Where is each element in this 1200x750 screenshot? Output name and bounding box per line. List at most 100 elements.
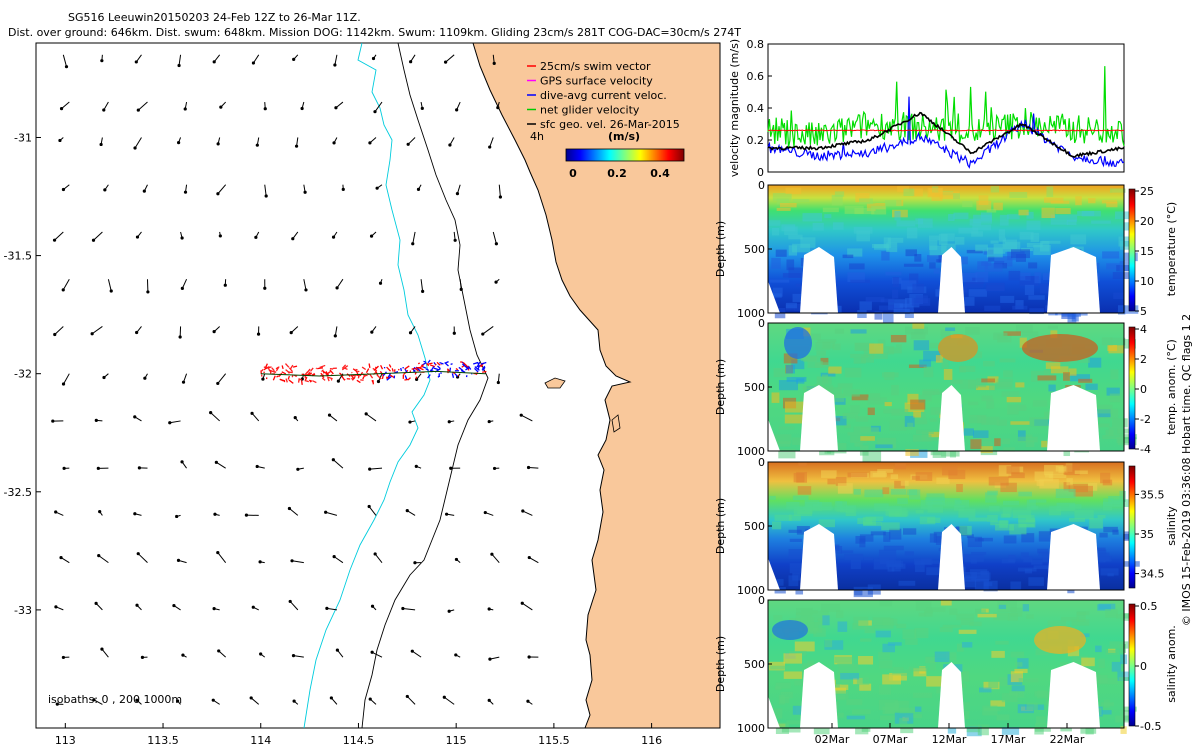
- section-cell: [886, 506, 902, 511]
- section-cell: [975, 271, 989, 283]
- section-cell: [967, 536, 982, 548]
- section-cell: [770, 665, 790, 670]
- section-cell: [987, 514, 998, 522]
- velocity-tick-label: 0: [757, 166, 764, 179]
- section-cell: [1002, 239, 1018, 250]
- section-cell: [902, 629, 917, 640]
- section-cell: [1055, 208, 1071, 215]
- section-cell: [810, 610, 829, 622]
- section-cell: [971, 551, 987, 556]
- current-vector-head: [264, 194, 268, 198]
- track-vector: [350, 374, 355, 380]
- figure-title: SG516 Leeuwin20150203 24-Feb 12Z to 26-M…: [68, 11, 361, 24]
- section-cell: [773, 441, 791, 447]
- section-cell: [1018, 519, 1036, 528]
- section-cell: [906, 227, 918, 239]
- section-cell: [792, 495, 809, 501]
- track-vector: [376, 374, 382, 380]
- current-vector: [445, 54, 455, 63]
- current-vector: [107, 279, 112, 292]
- section-cell: [1019, 337, 1027, 348]
- missing-data-gap: [768, 696, 780, 728]
- section-cell: [939, 627, 953, 633]
- section-cell: [1063, 482, 1071, 491]
- section-cell: [771, 578, 784, 586]
- section-cell: [1001, 727, 1020, 735]
- track-vector: [276, 375, 279, 378]
- section-cell: [776, 198, 789, 205]
- current-vector-head: [300, 106, 304, 111]
- section-cell: [972, 224, 992, 231]
- missing-data-gap: [938, 662, 965, 728]
- track-vector: [312, 380, 317, 384]
- section-cell: [966, 724, 980, 733]
- section-cell: [1078, 378, 1093, 383]
- section-cell: [837, 663, 855, 667]
- section-cell: [835, 684, 849, 690]
- fresh-anomaly: [772, 620, 808, 640]
- current-vector: [91, 326, 103, 335]
- current-vector-head: [447, 420, 451, 424]
- current-vector-head: [61, 187, 66, 192]
- velocity-panel: 0 0.2 0.4 0.6 0.8 velocity magnitude (m/s): [728, 38, 1125, 179]
- velocity-tick-label: 0.2: [747, 134, 765, 147]
- section-cell: [1015, 300, 1024, 310]
- section-cell: [796, 378, 805, 384]
- section-cell: [1044, 465, 1064, 476]
- section-cell: [890, 334, 907, 343]
- current-vector: [178, 54, 182, 66]
- depth-tick-label: 500: [744, 520, 765, 533]
- section-cell: [1030, 232, 1040, 243]
- section-cell: [1075, 196, 1082, 206]
- section-cell: [884, 371, 895, 381]
- section-cell: [1123, 222, 1131, 231]
- current-vector-head: [62, 466, 66, 470]
- current-vector-head: [409, 60, 413, 64]
- current-vector-head: [209, 411, 213, 415]
- section-cell: [785, 187, 802, 195]
- section-cell: [981, 378, 996, 383]
- current-vector-head: [255, 143, 259, 147]
- current-vector: [264, 184, 267, 197]
- track-vector: [388, 364, 392, 368]
- section-cell: [907, 489, 918, 496]
- current-vector-head: [304, 288, 308, 292]
- section-cell: [1066, 219, 1077, 226]
- section-cell: [769, 279, 790, 283]
- section-cell: [781, 727, 801, 733]
- section-cell: [899, 718, 908, 725]
- current-vector: [293, 655, 304, 658]
- current-vector-head: [211, 698, 215, 702]
- track-vector: [281, 371, 287, 375]
- section-cell: [966, 280, 985, 285]
- current-vector: [492, 231, 497, 244]
- section-cell: [784, 226, 798, 236]
- track-vector: [404, 375, 408, 380]
- section-cell: [798, 462, 807, 467]
- section-cell: [1025, 276, 1039, 280]
- section-cell: [856, 677, 870, 685]
- track-vector: [290, 364, 294, 369]
- current-vector-head: [527, 555, 531, 560]
- section-cell: [996, 714, 1010, 721]
- missing-data-gap: [768, 419, 780, 451]
- section-cell: [905, 249, 917, 257]
- section-cell: [904, 415, 915, 427]
- section-cell: [1050, 200, 1070, 204]
- missing-data-gap: [938, 524, 965, 590]
- section-cell: [1020, 552, 1029, 560]
- section-cell: [778, 380, 799, 391]
- current-vector-head: [212, 330, 216, 334]
- section-cell: [1006, 396, 1022, 403]
- section-cell: [965, 327, 980, 335]
- section-cell: [968, 289, 987, 297]
- section-cell: [853, 488, 861, 495]
- current-vector-head: [216, 381, 220, 386]
- section-cell: [885, 271, 902, 276]
- section-cell: [903, 263, 924, 267]
- current-vector-head: [52, 238, 57, 242]
- section-cell: [856, 230, 871, 242]
- section-cell: [926, 255, 946, 263]
- section-cell: [993, 332, 1008, 340]
- missing-data-gap: [768, 281, 780, 313]
